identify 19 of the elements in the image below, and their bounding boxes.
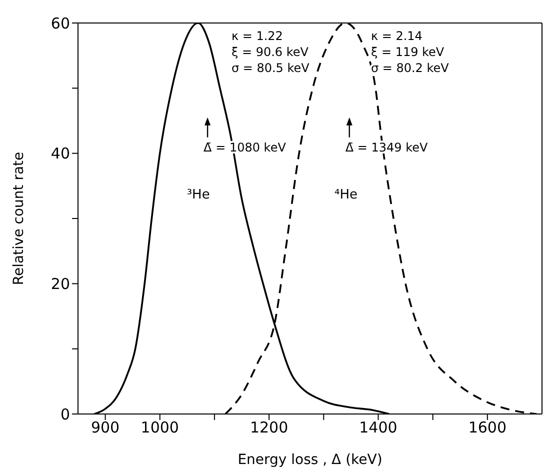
text: ³He [186,187,210,202]
annotation: ξ = 90.6 keV [231,45,310,59]
y-tick-label: 20 [50,274,70,293]
annotation: κ = 1.22 [231,29,283,43]
text: ⁴He [334,187,358,202]
x-tick-label: 1600 [468,418,507,437]
y-tick-label: 40 [50,144,70,163]
x-tick-label: 900 [90,418,120,437]
annotation: σ = 80.5 keV [231,61,310,75]
annotation: ξ = 119 keV [370,45,445,59]
annotation: Δ̄ = 1349 keV [345,140,429,154]
x-tick-label: 1200 [250,418,288,437]
annotation: κ = 2.14 [370,29,422,43]
x-tick-label: 1000 [140,418,179,437]
y-tick-label: 60 [50,14,70,32]
x-axis-title: Energy loss , Δ (keV) [238,452,382,468]
y-tick-label: 0 [60,405,70,424]
y-axis-title: Relative count rate [10,152,27,286]
x-tick-label: 1400 [359,418,398,437]
